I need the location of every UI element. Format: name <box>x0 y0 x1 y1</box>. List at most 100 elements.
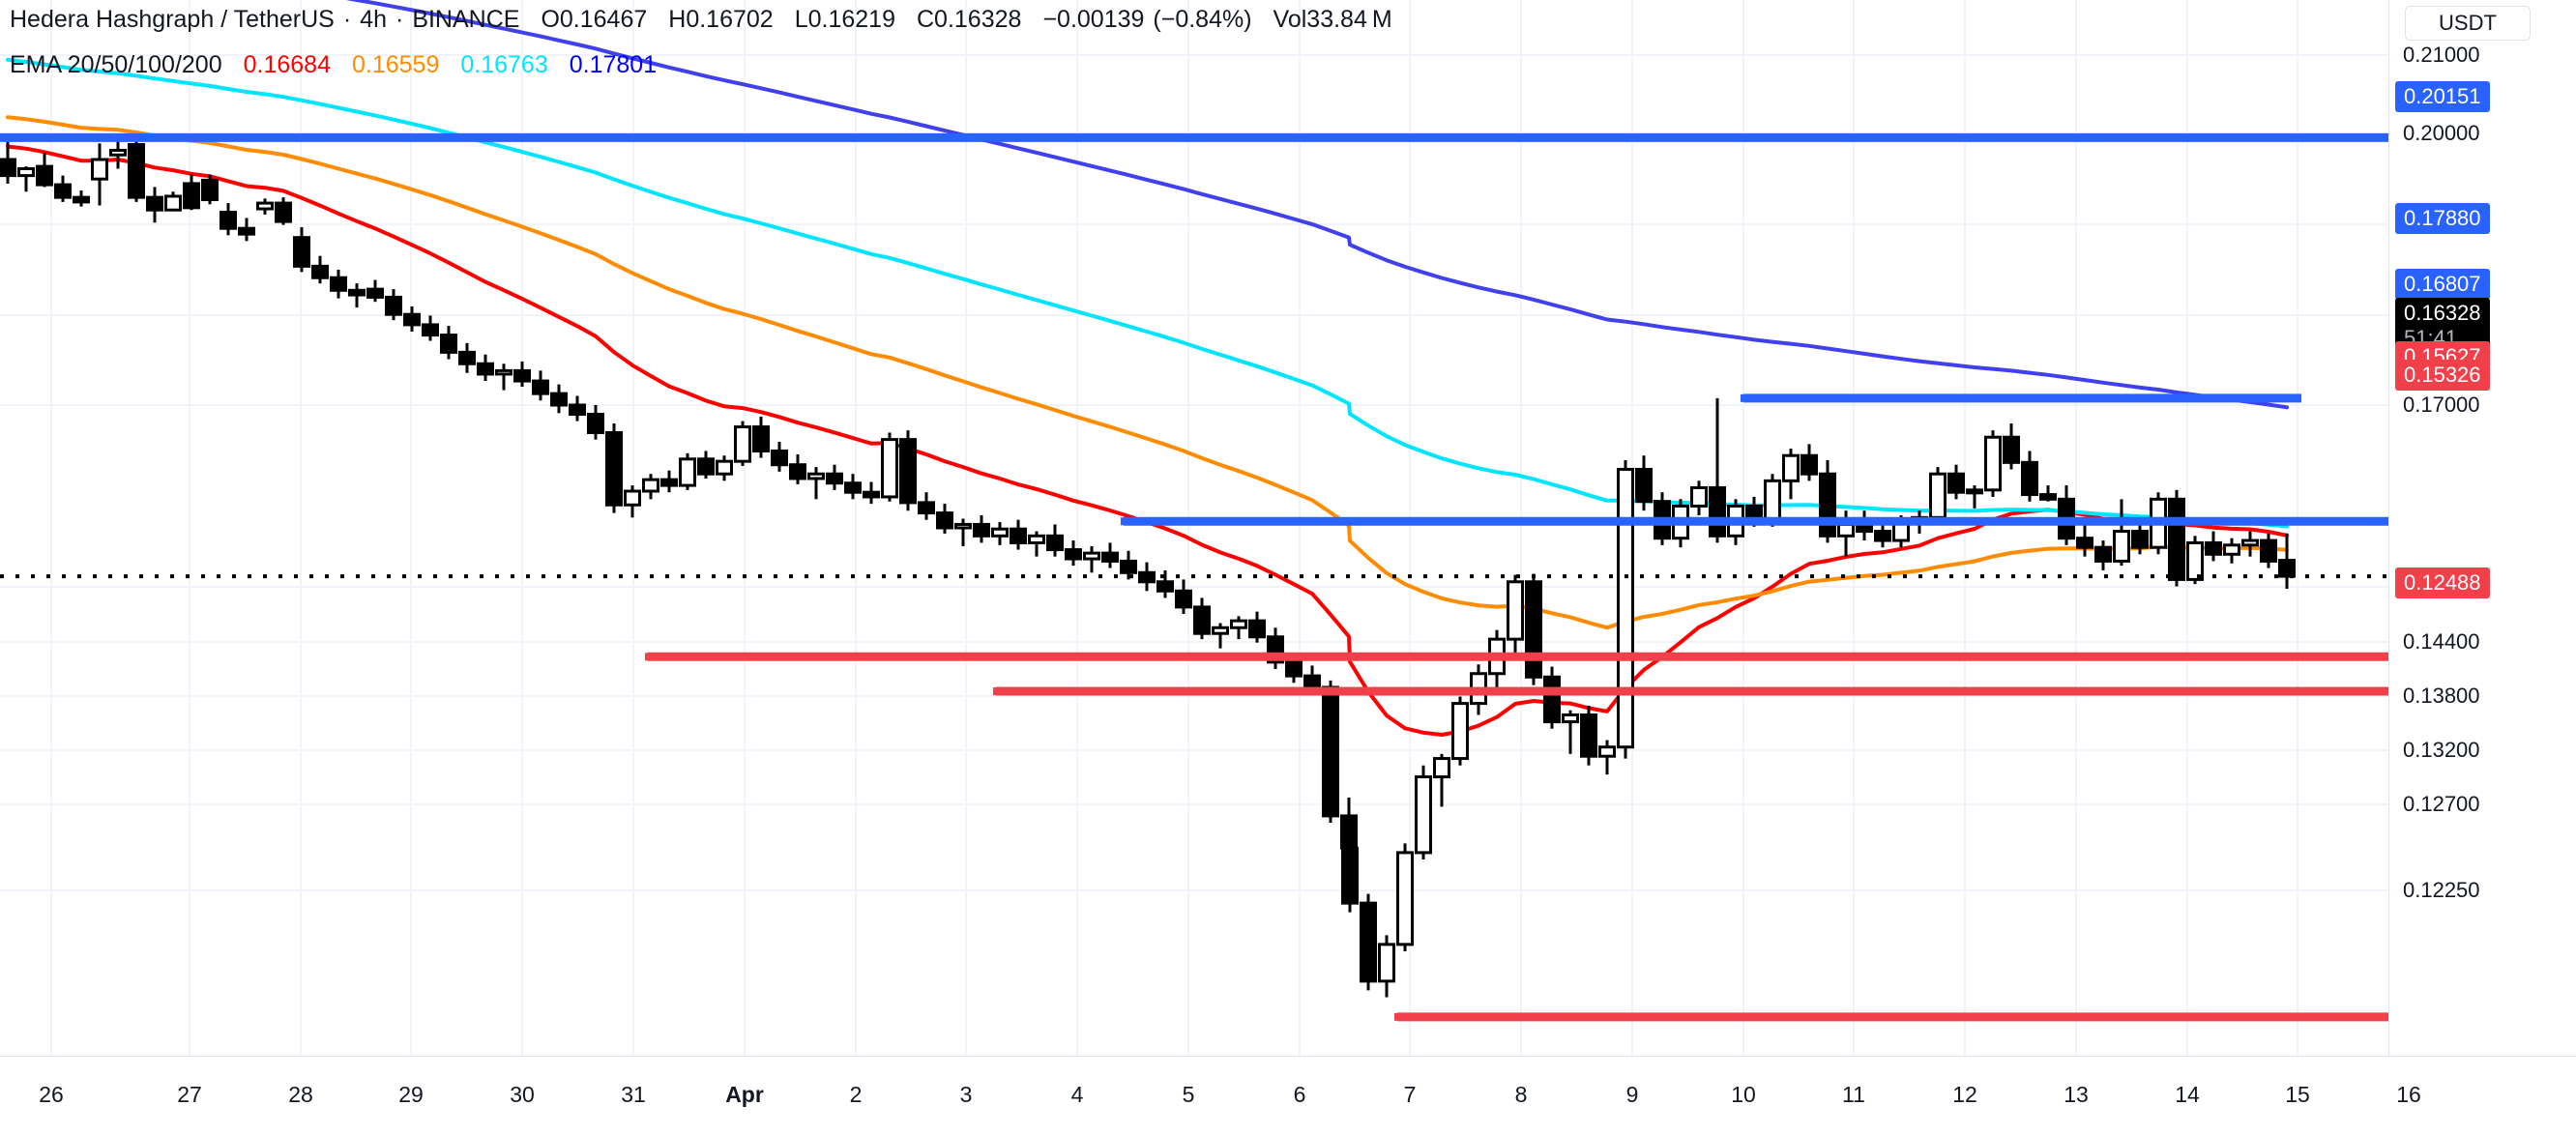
candle <box>73 190 90 207</box>
candle <box>1929 467 1947 525</box>
price-tag-0.16807: 0.16807 <box>2395 269 2490 300</box>
candle <box>2241 531 2259 557</box>
level-anchor[interactable] <box>1394 1012 1401 1021</box>
candle <box>1617 459 1634 759</box>
candle <box>1562 710 1579 754</box>
candle <box>532 370 549 401</box>
candle <box>1433 753 1450 807</box>
time-tick-label: 14 <box>2175 1082 2200 1107</box>
candle <box>624 485 641 518</box>
candle <box>513 361 531 388</box>
ema-line-200 <box>345 0 2289 410</box>
time-tick-label: 29 <box>398 1082 424 1107</box>
price-scale[interactable]: USDT 0.210000.200000.190000.180000.17000… <box>2388 0 2576 1056</box>
time-tick-label: 15 <box>2285 1082 2310 1107</box>
candle <box>91 143 108 206</box>
candle <box>789 454 806 484</box>
time-scale[interactable]: 26 27 28 29 30 31 Apr 2 3 4 5 6 7 8 9 10 11 12 13 14 15 16 <box>0 1056 2576 1135</box>
candle <box>128 139 145 202</box>
currency-badge[interactable]: USDT <box>2405 6 2531 41</box>
candle <box>734 421 751 466</box>
candle <box>2168 489 2185 587</box>
price-tag-value: 0.16807 <box>2404 272 2481 296</box>
candle <box>954 518 972 546</box>
candle <box>2003 422 2020 470</box>
candle <box>201 174 219 205</box>
level-anchor[interactable] <box>993 687 1000 696</box>
candle <box>330 269 347 299</box>
time-tick-label: 9 <box>1625 1082 1639 1107</box>
candle <box>183 174 200 211</box>
candle <box>164 191 182 212</box>
candle <box>1341 836 1359 913</box>
candle <box>1415 765 1432 860</box>
level-anchor[interactable] <box>1741 393 1747 402</box>
candle <box>2021 451 2038 502</box>
price-tick: 0.13800 <box>2403 684 2480 708</box>
candle <box>863 481 880 505</box>
candle <box>1101 542 1119 568</box>
time-tick-label: 31 <box>621 1082 646 1107</box>
level-anchor[interactable] <box>1121 517 1127 526</box>
candle <box>991 522 1009 545</box>
price-tick: 0.21000 <box>2403 43 2480 67</box>
candle <box>0 137 16 184</box>
candle <box>1193 597 1211 640</box>
candle <box>311 255 329 284</box>
price-tag-value: 0.15326 <box>2404 363 2481 387</box>
price-tag-0.20151: 0.20151 <box>2395 81 2490 112</box>
price-tick: 0.12250 <box>2403 878 2480 902</box>
candle <box>1984 430 2002 497</box>
candle <box>2260 533 2277 568</box>
candle <box>899 430 917 511</box>
price-tag-value: 0.17880 <box>2404 206 2481 230</box>
level-anchor[interactable] <box>645 653 652 661</box>
horizontal-levels[interactable] <box>0 132 2388 1022</box>
price-tag-value: 0.16328 <box>2404 301 2481 325</box>
candle <box>1028 531 1045 557</box>
candle <box>1156 569 1174 598</box>
candle <box>1065 540 1082 567</box>
candle <box>605 422 623 513</box>
candle <box>569 395 586 422</box>
candle <box>660 470 678 493</box>
chart-plot-area[interactable] <box>0 0 2388 1056</box>
candle <box>1175 579 1192 615</box>
candle <box>495 364 512 391</box>
candle <box>1800 444 1818 481</box>
candle <box>1322 680 1339 824</box>
candle <box>1525 573 1542 685</box>
price-tick: 0.12700 <box>2403 792 2480 816</box>
time-tick-label: 3 <box>959 1082 973 1107</box>
candle <box>2223 538 2240 564</box>
candle <box>275 197 292 225</box>
candle <box>550 384 568 414</box>
price-tick: 0.20000 <box>2403 121 2480 145</box>
candle <box>1507 574 1524 654</box>
candle <box>642 474 659 500</box>
candle <box>2186 536 2204 585</box>
candle <box>1966 485 1983 509</box>
candle <box>17 166 35 192</box>
time-tick-label: 30 <box>510 1082 535 1107</box>
candle <box>422 315 439 341</box>
candle <box>1451 696 1469 766</box>
candle <box>1360 893 1377 991</box>
price-tick: 0.17000 <box>2403 393 2480 417</box>
candle <box>385 289 402 321</box>
grid-lines <box>0 0 2388 1056</box>
candle <box>1046 524 1064 557</box>
candle <box>826 464 843 490</box>
time-tick-label: 6 <box>1293 1082 1306 1107</box>
candle <box>403 306 421 333</box>
candle <box>1819 459 1836 543</box>
price-tick: 0.14400 <box>2403 629 2480 654</box>
candle <box>1598 740 1616 775</box>
candle <box>771 441 788 472</box>
candle <box>1782 449 1800 500</box>
candle <box>918 492 935 520</box>
candle <box>973 514 990 543</box>
candle <box>1120 550 1137 580</box>
candle <box>1396 843 1414 951</box>
